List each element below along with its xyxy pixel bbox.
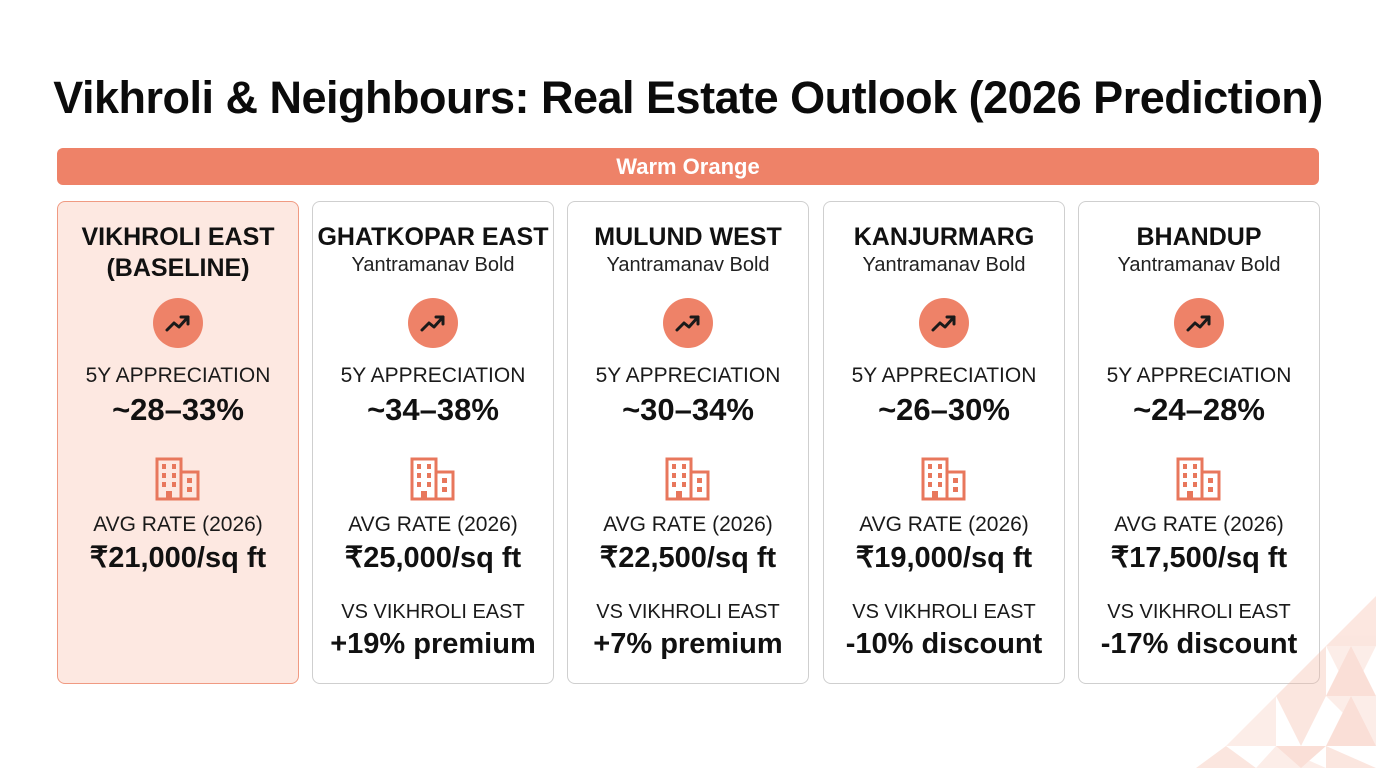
rate-label: AVG RATE (2026): [348, 513, 518, 536]
appreciation-value: ~30–34%: [622, 392, 754, 427]
building-icon: [154, 456, 202, 507]
building-icon: [409, 456, 457, 507]
appreciation-label: 5Y APPRECIATION: [340, 364, 526, 387]
area-subtitle: Yantramanav Bold: [606, 254, 770, 276]
building-icon: [664, 456, 712, 507]
trending-up-icon: [408, 298, 458, 348]
rate-label: AVG RATE (2026): [859, 513, 1029, 536]
page-title: Vikhroli & Neighbours: Real Estate Outlo…: [53, 72, 1323, 123]
rate-value: ₹19,000/sq ft: [855, 542, 1033, 574]
rate-value: ₹22,500/sq ft: [599, 542, 777, 574]
area-card-bhandup: BHANDUP Yantramanav Bold 5Y APPRECIATION…: [1078, 201, 1320, 684]
area-name: GHATKOPAR EAST: [317, 223, 549, 251]
area-card-mulund-west: MULUND WEST Yantramanav Bold 5Y APPRECIA…: [567, 201, 809, 684]
rate-label: AVG RATE (2026): [93, 513, 263, 536]
comparison-value: -17% discount: [1100, 628, 1298, 660]
area-name: VIKHROLI EAST (BASELINE): [81, 223, 275, 282]
trending-up-icon: [1174, 298, 1224, 348]
comparison-value: +7% premium: [593, 628, 783, 660]
appreciation-value: ~34–38%: [367, 392, 499, 427]
comparison-value: +19% premium: [330, 628, 536, 660]
decorative-pattern: [1196, 596, 1376, 768]
rate-label: AVG RATE (2026): [1114, 513, 1284, 536]
rate-value: ₹21,000/sq ft: [89, 542, 267, 574]
area-name: MULUND WEST: [594, 223, 782, 251]
area-subtitle: Yantramanav Bold: [1117, 254, 1281, 276]
rate-value: ₹25,000/sq ft: [344, 542, 522, 574]
comparison-label: VS VIKHROLI EAST: [341, 601, 525, 623]
trending-up-icon: [153, 298, 203, 348]
area-card-kanjurmarg: KANJURMARG Yantramanav Bold 5Y APPRECIAT…: [823, 201, 1065, 684]
comparison-value: -10% discount: [845, 628, 1043, 660]
building-icon: [920, 456, 968, 507]
comparison-label: VS VIKHROLI EAST: [596, 601, 780, 623]
area-cards: VIKHROLI EAST (BASELINE) 5Y APPRECIATION…: [57, 201, 1320, 684]
area-subtitle: Yantramanav Bold: [351, 254, 515, 276]
building-icon: [1175, 456, 1223, 507]
comparison-label: VS VIKHROLI EAST: [852, 601, 1036, 623]
appreciation-value: ~24–28%: [1133, 392, 1265, 427]
area-name: BHANDUP: [1136, 223, 1262, 251]
area-name: KANJURMARG: [853, 223, 1035, 251]
area-card-vikhroli-east: VIKHROLI EAST (BASELINE) 5Y APPRECIATION…: [57, 201, 299, 684]
rate-value: ₹17,500/sq ft: [1110, 542, 1288, 574]
appreciation-value: ~28–33%: [112, 392, 244, 427]
appreciation-label: 5Y APPRECIATION: [595, 364, 781, 387]
area-subtitle: Yantramanav Bold: [862, 254, 1026, 276]
appreciation-label: 5Y APPRECIATION: [85, 364, 271, 387]
appreciation-label: 5Y APPRECIATION: [851, 364, 1037, 387]
appreciation-label: 5Y APPRECIATION: [1106, 364, 1292, 387]
trending-up-icon: [663, 298, 713, 348]
comparison-label: VS VIKHROLI EAST: [1107, 601, 1291, 623]
trending-up-icon: [919, 298, 969, 348]
rate-label: AVG RATE (2026): [603, 513, 773, 536]
appreciation-value: ~26–30%: [878, 392, 1010, 427]
area-card-ghatkopar-east: GHATKOPAR EAST Yantramanav Bold 5Y APPRE…: [312, 201, 554, 684]
theme-banner: Warm Orange: [57, 148, 1319, 185]
